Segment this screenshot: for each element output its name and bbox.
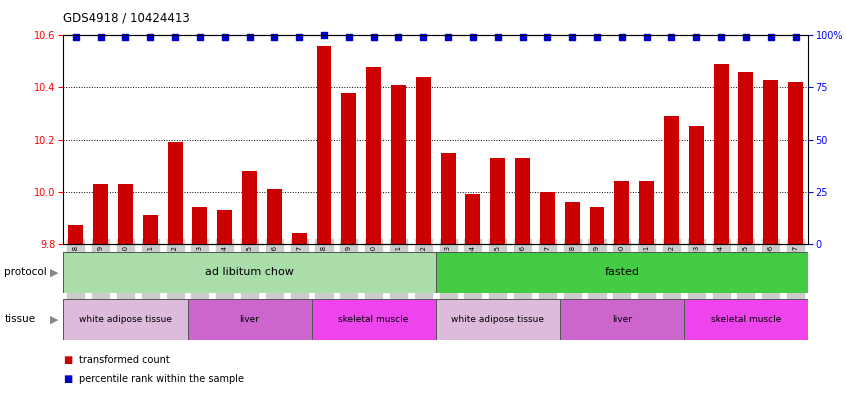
Bar bbox=[217, 210, 232, 393]
Bar bbox=[63, 252, 436, 293]
Text: ad libitum chow: ad libitum chow bbox=[205, 267, 294, 277]
Text: fasted: fasted bbox=[604, 267, 640, 277]
Point bbox=[689, 34, 703, 40]
Point bbox=[193, 34, 206, 40]
Bar bbox=[441, 152, 455, 393]
Point bbox=[168, 34, 182, 40]
Text: ▶: ▶ bbox=[50, 267, 58, 277]
Bar bbox=[416, 77, 431, 393]
Point bbox=[218, 34, 232, 40]
Point bbox=[714, 34, 728, 40]
Bar bbox=[640, 181, 654, 393]
Text: skeletal muscle: skeletal muscle bbox=[711, 315, 781, 324]
Point bbox=[69, 34, 83, 40]
Bar bbox=[316, 46, 332, 393]
Bar bbox=[69, 226, 83, 393]
Bar bbox=[540, 191, 555, 393]
Bar bbox=[590, 207, 604, 393]
Point bbox=[94, 34, 107, 40]
Bar bbox=[366, 66, 381, 393]
Point bbox=[665, 34, 678, 40]
Text: skeletal muscle: skeletal muscle bbox=[338, 315, 409, 324]
Bar bbox=[311, 299, 436, 340]
Point bbox=[118, 34, 132, 40]
Bar bbox=[118, 184, 133, 393]
Bar bbox=[788, 82, 803, 393]
Bar bbox=[292, 233, 306, 393]
Bar bbox=[664, 116, 678, 393]
Point bbox=[788, 34, 802, 40]
Point bbox=[615, 34, 629, 40]
Point bbox=[491, 34, 504, 40]
Point bbox=[267, 34, 281, 40]
Point bbox=[541, 34, 554, 40]
Point bbox=[764, 34, 777, 40]
Text: white adipose tissue: white adipose tissue bbox=[451, 315, 544, 324]
Point bbox=[640, 34, 653, 40]
Bar bbox=[63, 299, 188, 340]
Bar bbox=[565, 202, 580, 393]
Point bbox=[243, 34, 256, 40]
Point bbox=[739, 34, 753, 40]
Bar bbox=[193, 207, 207, 393]
Bar bbox=[168, 142, 183, 393]
Bar bbox=[560, 299, 684, 340]
Text: GDS4918 / 10424413: GDS4918 / 10424413 bbox=[63, 12, 190, 25]
Text: percentile rank within the sample: percentile rank within the sample bbox=[79, 374, 244, 384]
Point bbox=[367, 34, 381, 40]
Bar bbox=[242, 171, 257, 393]
Text: tissue: tissue bbox=[4, 314, 36, 324]
Bar bbox=[614, 181, 629, 393]
Bar bbox=[143, 215, 157, 393]
Text: ▶: ▶ bbox=[50, 314, 58, 324]
Point bbox=[565, 34, 579, 40]
Bar bbox=[93, 184, 108, 393]
Text: ■: ■ bbox=[63, 354, 73, 365]
Text: liver: liver bbox=[612, 315, 632, 324]
Bar bbox=[391, 85, 406, 393]
Bar bbox=[342, 93, 356, 393]
Text: liver: liver bbox=[239, 315, 260, 324]
Text: ■: ■ bbox=[63, 374, 73, 384]
Text: white adipose tissue: white adipose tissue bbox=[79, 315, 172, 324]
Bar bbox=[515, 158, 530, 393]
Point bbox=[466, 34, 480, 40]
Text: transformed count: transformed count bbox=[79, 354, 169, 365]
Bar bbox=[188, 299, 311, 340]
Bar bbox=[763, 80, 778, 393]
Point bbox=[516, 34, 530, 40]
Bar bbox=[684, 299, 808, 340]
Point bbox=[317, 32, 331, 39]
Point bbox=[293, 34, 306, 40]
Bar bbox=[465, 194, 481, 393]
Point bbox=[392, 34, 405, 40]
Bar bbox=[491, 158, 505, 393]
Bar bbox=[739, 72, 753, 393]
Bar bbox=[689, 127, 704, 393]
Point bbox=[591, 34, 604, 40]
Point bbox=[416, 34, 430, 40]
Bar bbox=[436, 299, 560, 340]
Point bbox=[442, 34, 455, 40]
Point bbox=[144, 34, 157, 40]
Point bbox=[342, 34, 355, 40]
Text: protocol: protocol bbox=[4, 267, 47, 277]
Bar bbox=[436, 252, 808, 293]
Bar bbox=[714, 64, 728, 393]
Bar bbox=[267, 189, 282, 393]
